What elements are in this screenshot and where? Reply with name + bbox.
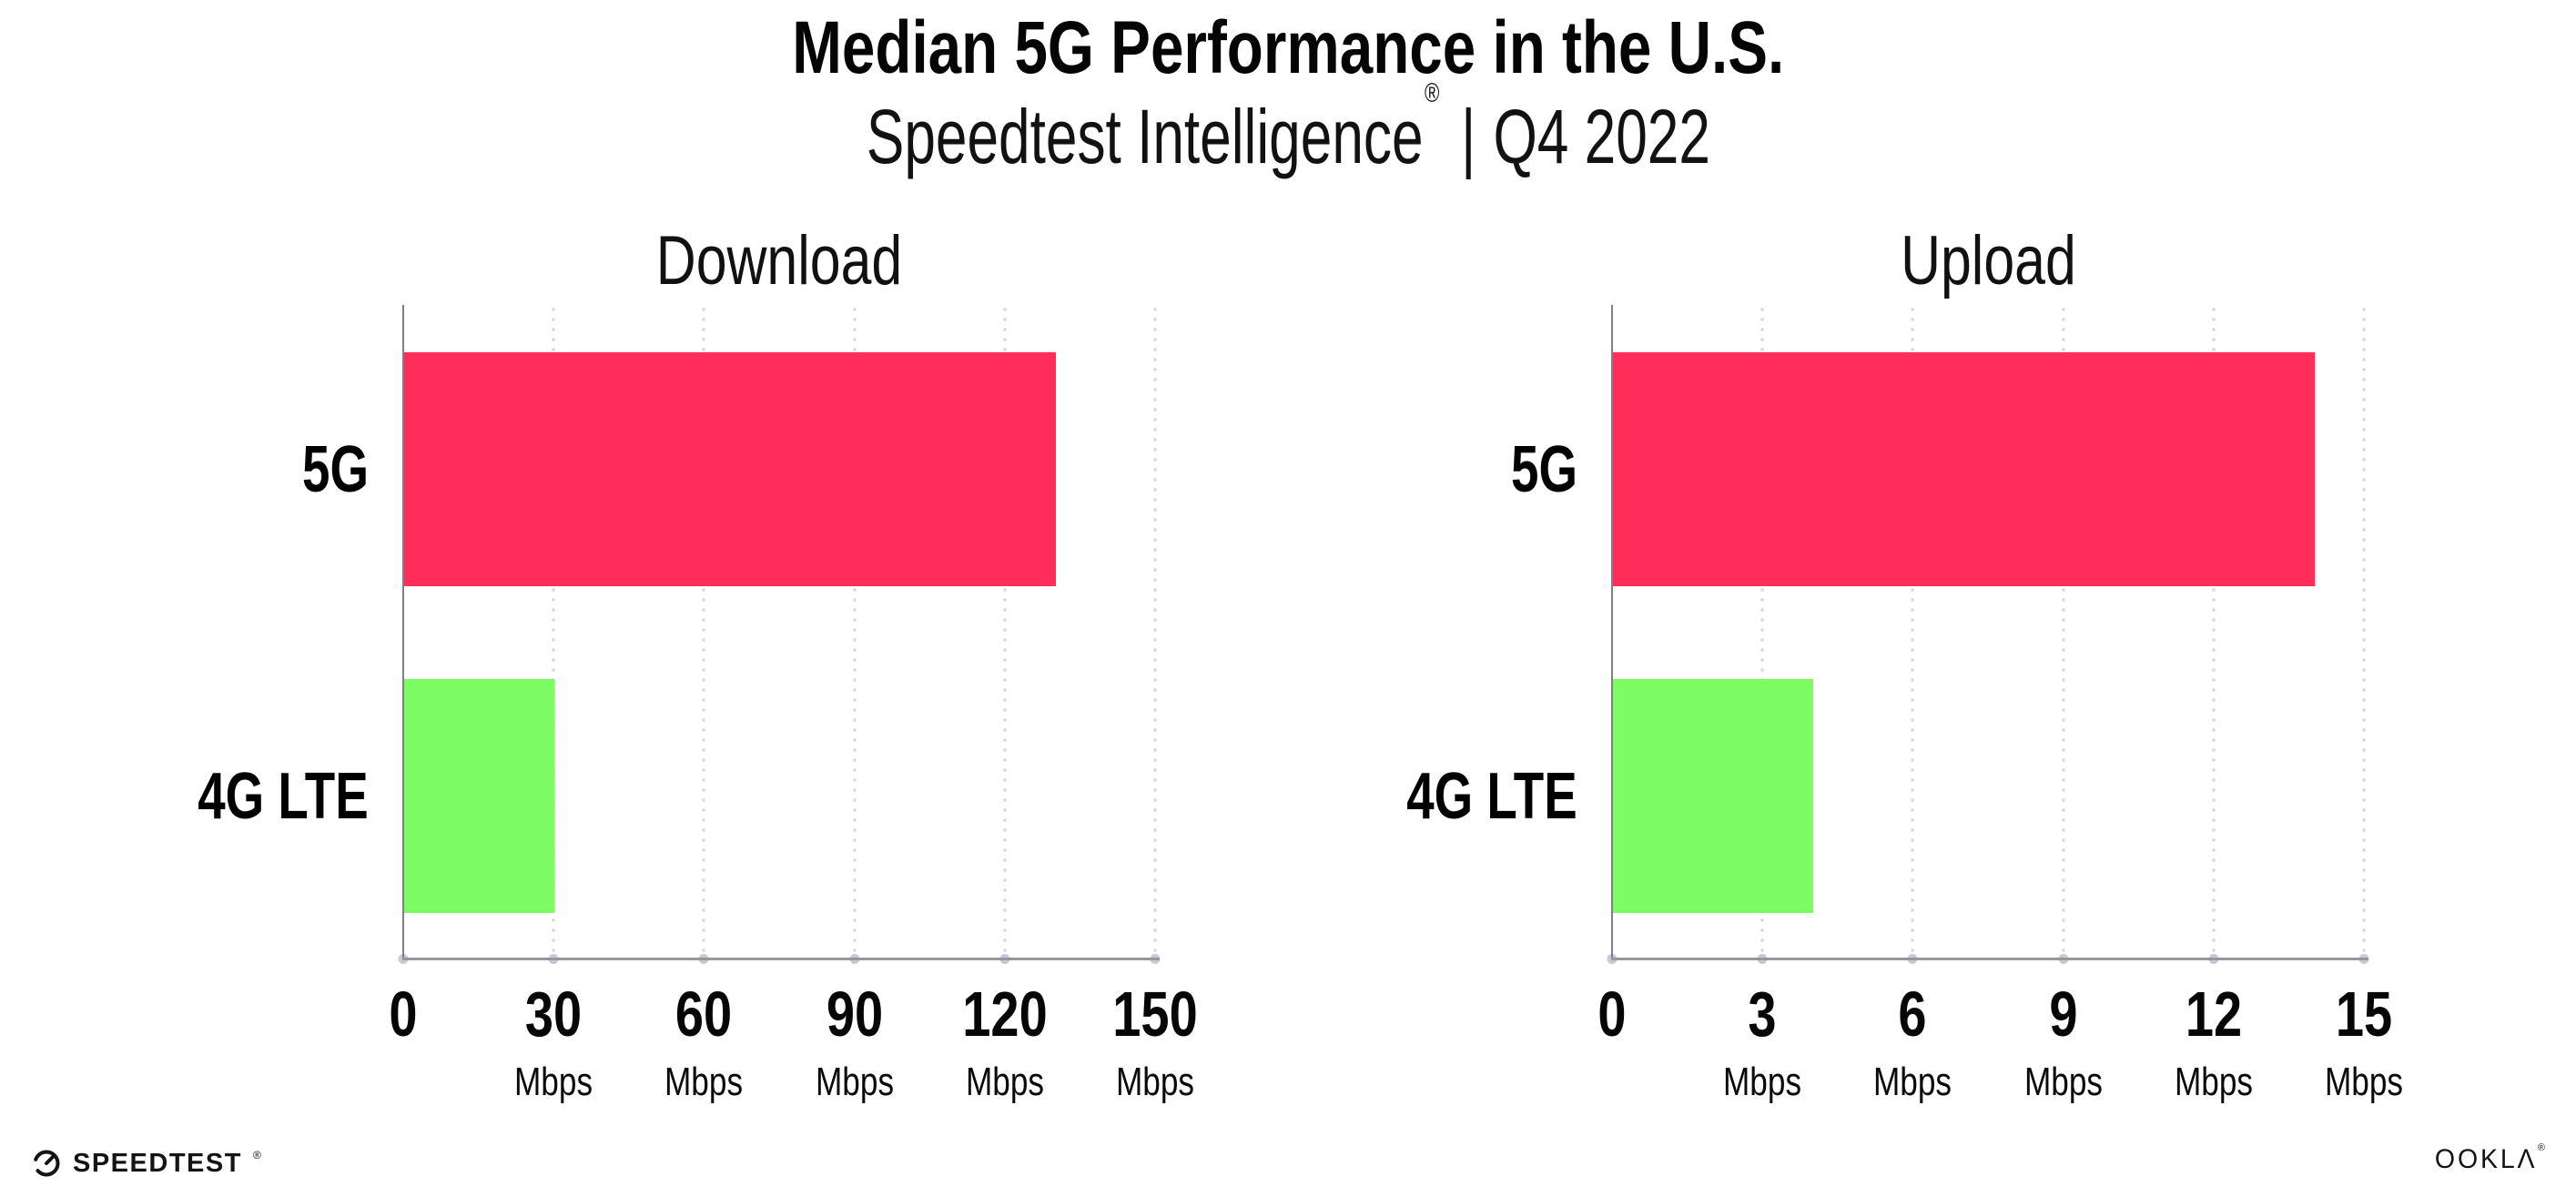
category-label-5g: 5G	[302, 432, 369, 506]
gridline	[2061, 305, 2065, 959]
x-tick-label: 150 Mbps	[1112, 982, 1197, 1102]
bar-5g	[404, 351, 1056, 586]
x-tick-value: 9	[2049, 979, 2078, 1050]
gridline	[1760, 305, 1765, 959]
page-subtitle: Speedtest Intelligence® | Q4 2022	[0, 78, 2576, 181]
chart-title-text: Upload	[1900, 222, 2076, 299]
gridline	[552, 305, 556, 959]
page-title-text: Median 5G Performance in the U.S.	[792, 6, 1784, 89]
x-tick-label: 0	[1597, 982, 1626, 1046]
plot-area: 5G 4G LTE	[1407, 305, 2369, 964]
speedtest-wordmark: SPEEDTEST	[73, 1148, 242, 1178]
x-tick-value: 15	[2335, 979, 2393, 1050]
x-tick-label: 60 Mbps	[664, 982, 743, 1102]
x-axis-ticks: 0 3 Mbps 6 Mbps 9 Mbps 12 Mbps 15 Mbps	[1597, 982, 2403, 1128]
bar-4g-lte	[404, 678, 555, 913]
x-tick-value: 6	[1898, 979, 1927, 1050]
x-axis-line	[402, 958, 1160, 960]
chart-title-text: Download	[655, 222, 903, 299]
x-tick-value: 120	[962, 979, 1048, 1050]
x-tick-unit: Mbps	[965, 1060, 1044, 1104]
plot-area: 5G 4G LTE	[198, 305, 1161, 964]
x-tick-value: 3	[1748, 979, 1777, 1050]
category-label-4g-lte: 4G LTE	[1406, 759, 1577, 833]
x-tick-value: 60	[675, 979, 733, 1050]
category-label-4g-lte: 4G LTE	[198, 759, 369, 833]
x-tick-label: 6 Mbps	[1873, 982, 1952, 1102]
gridline	[1911, 305, 1915, 959]
x-tick-unit: Mbps	[2174, 1060, 2253, 1104]
y-axis-line	[402, 305, 404, 959]
x-tick-unit: Mbps	[1873, 1060, 1952, 1104]
x-tick-unit: Mbps	[1115, 1060, 1195, 1104]
ookla-registered-mark: ®	[2537, 1142, 2545, 1153]
chart-download: Download 5G 4G LTE 0 30 Mbps 60 Mbps 90 Mbps 120…	[198, 0, 1198, 1197]
x-tick-label: 0	[389, 982, 417, 1046]
x-tick-unit: Mbps	[1723, 1060, 1802, 1104]
subtitle-period: Q4 2022	[1493, 94, 1710, 179]
x-axis-line	[1611, 958, 2368, 960]
speedtest-gauge-icon	[33, 1150, 60, 1177]
x-tick-value: 30	[525, 979, 583, 1050]
x-tick-label: 3 Mbps	[1723, 982, 1801, 1102]
x-tick-value: 90	[826, 979, 883, 1050]
x-tick-unit: Mbps	[2324, 1060, 2404, 1104]
x-tick-value: 150	[1112, 979, 1198, 1050]
x-tick-label: 12 Mbps	[2175, 982, 2253, 1102]
x-tick-value: 0	[389, 979, 418, 1050]
speedtest-registered-mark: ®	[252, 1149, 261, 1161]
x-tick-unit: Mbps	[815, 1060, 894, 1104]
ookla-logo: OOKLΛ ®	[2429, 1142, 2545, 1175]
chart-upload: Upload 5G 4G LTE 0 3 Mbps 6 Mbps 9 Mbps 12 Mbps 15…	[1407, 0, 2404, 1197]
gridline	[1153, 305, 1157, 959]
gridline	[702, 305, 706, 959]
chart-title: Download	[403, 221, 1155, 300]
x-tick-unit: Mbps	[664, 1060, 744, 1104]
subtitle-brand: Speedtest Intelligence	[866, 94, 1424, 179]
registered-mark: ®	[1424, 78, 1439, 108]
x-tick-label: 15 Mbps	[2325, 982, 2403, 1102]
speedtest-logo: SPEEDTEST ®	[31, 1148, 261, 1179]
page-title: Median 5G Performance in the U.S.	[0, 5, 2576, 91]
chart-title: Upload	[1612, 221, 2364, 300]
gridline	[2211, 305, 2216, 959]
x-tick-label: 90 Mbps	[816, 982, 894, 1102]
x-tick-label: 9 Mbps	[2024, 982, 2103, 1102]
y-axis-line	[1611, 305, 1613, 959]
gridline	[2362, 305, 2366, 959]
x-tick-label: 30 Mbps	[514, 982, 593, 1102]
subtitle-separator: |	[1460, 94, 1476, 179]
x-tick-label: 120 Mbps	[962, 982, 1047, 1102]
x-tick-unit: Mbps	[514, 1060, 593, 1104]
ookla-wordmark: OOKLΛ	[2435, 1144, 2538, 1174]
bar-5g	[1613, 351, 2315, 586]
x-tick-value: 12	[2185, 979, 2242, 1050]
x-tick-unit: Mbps	[2023, 1060, 2103, 1104]
x-tick-value: 0	[1597, 979, 1627, 1050]
gridline	[852, 305, 857, 959]
bar-4g-lte	[1613, 678, 1814, 913]
category-label-5g: 5G	[1511, 432, 1577, 506]
x-axis-ticks: 0 30 Mbps 60 Mbps 90 Mbps 120 Mbps 150 Mbps	[389, 982, 1197, 1128]
gridline	[1002, 305, 1007, 959]
